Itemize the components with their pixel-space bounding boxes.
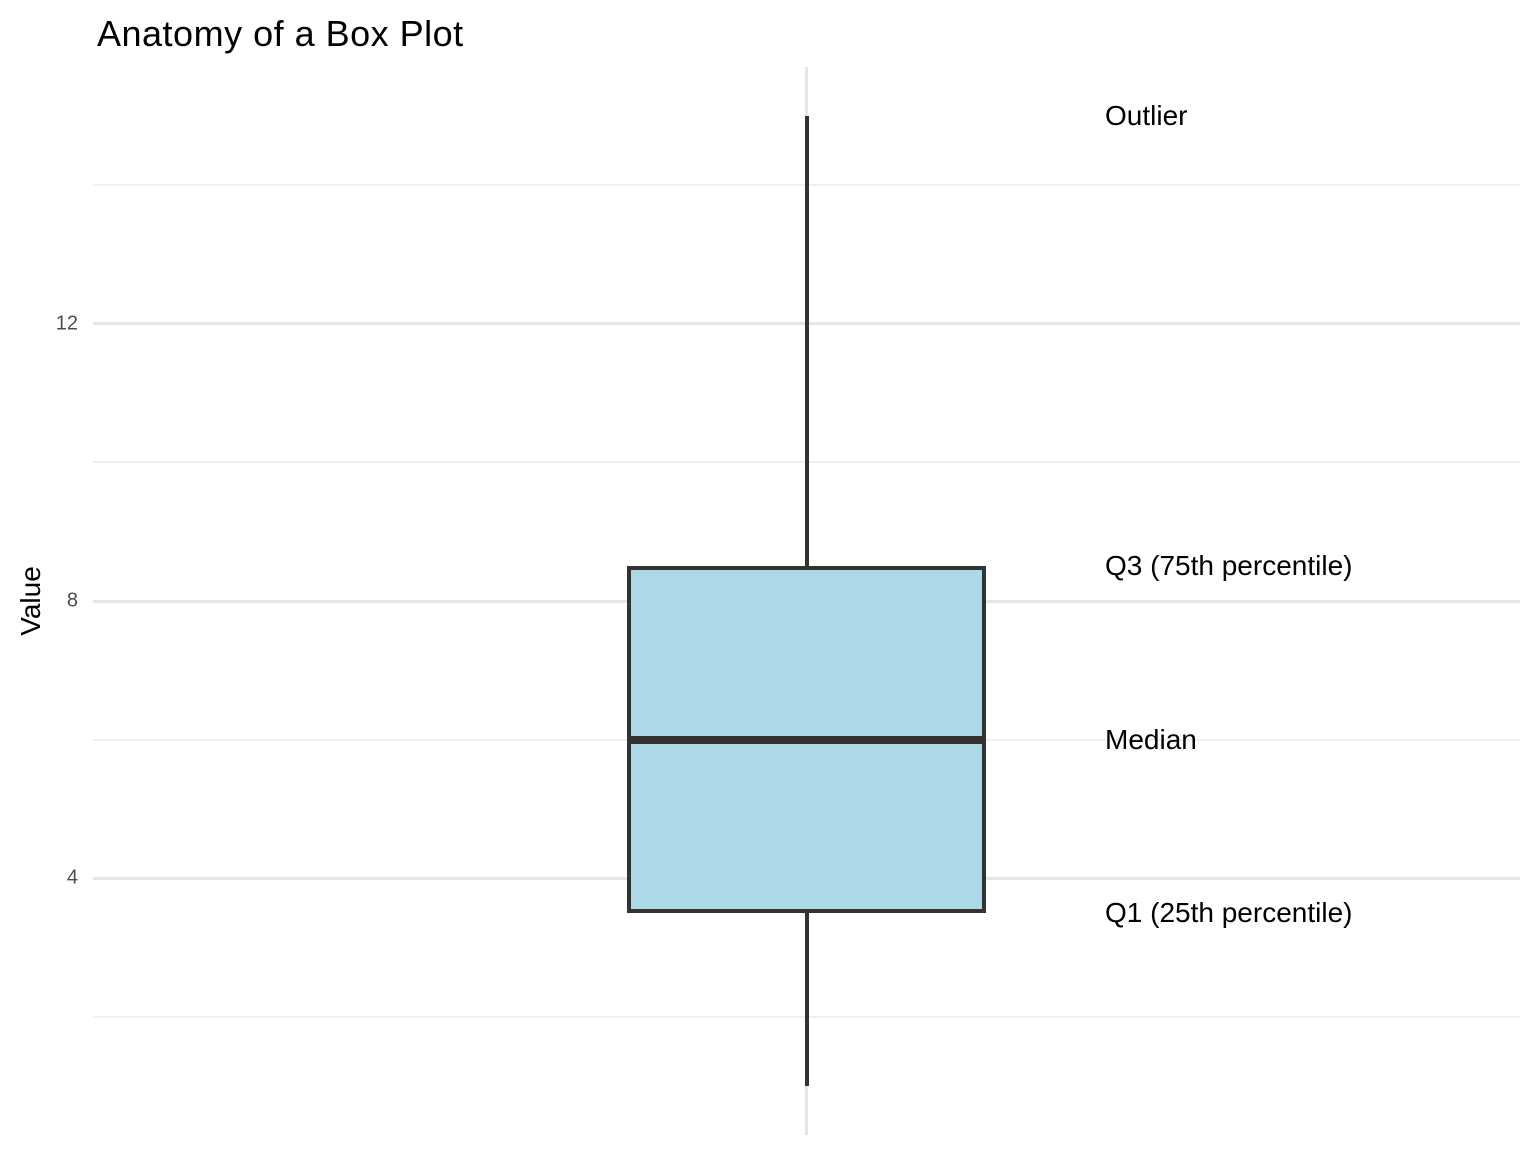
annotation-label: Median	[1105, 723, 1197, 755]
lower-whisker-line	[804, 913, 809, 1087]
median-line	[627, 735, 986, 744]
annotation-label: Outlier	[1105, 99, 1188, 131]
y-tick-label: 12	[55, 312, 78, 335]
y-tick-label: 8	[66, 589, 78, 612]
annotation-label: Q1 (25th percentile)	[1105, 897, 1353, 929]
upper-whisker-line	[804, 115, 809, 567]
annotation-label: Q3 (75th percentile)	[1105, 550, 1353, 582]
chart-title: Anatomy of a Box Plot	[97, 13, 464, 54]
y-tick-label: 4	[66, 866, 78, 889]
